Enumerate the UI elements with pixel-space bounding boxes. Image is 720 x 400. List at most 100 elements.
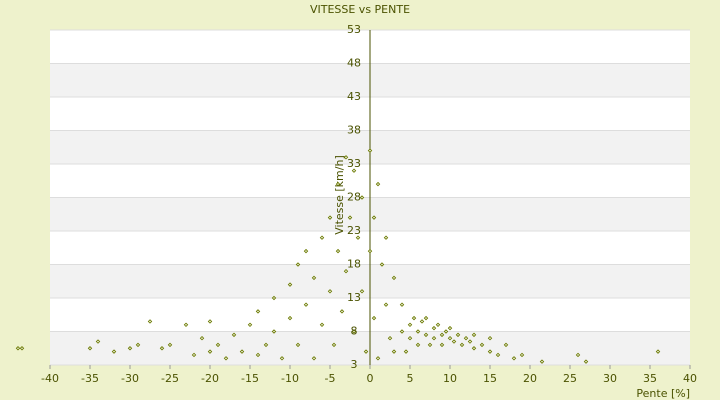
point xyxy=(383,235,389,240)
point xyxy=(343,268,349,274)
point xyxy=(447,325,453,331)
point xyxy=(423,332,429,338)
point xyxy=(355,235,361,240)
point xyxy=(359,195,365,200)
point xyxy=(127,346,133,351)
point xyxy=(479,342,485,348)
x-tick-label: 5 xyxy=(407,372,414,385)
point xyxy=(159,346,165,351)
chart-title: VITESSE vs PENTE xyxy=(310,3,410,16)
x-tick-label: -40 xyxy=(41,372,59,385)
y-tick-label: 43 xyxy=(347,90,361,103)
point xyxy=(399,329,405,334)
x-tick-label: 0 xyxy=(367,372,374,385)
point xyxy=(371,215,377,220)
y-tick-label: 3 xyxy=(351,358,358,371)
point xyxy=(255,309,261,314)
point xyxy=(351,168,357,173)
x-tick-label: -35 xyxy=(81,372,99,385)
y-tick-label: 48 xyxy=(347,57,361,70)
point xyxy=(331,342,337,348)
point xyxy=(407,322,413,328)
point xyxy=(367,248,373,254)
point xyxy=(359,289,365,294)
point xyxy=(539,359,545,364)
point xyxy=(95,339,101,344)
point xyxy=(295,262,301,267)
point xyxy=(183,322,189,328)
x-tick-label: -30 xyxy=(121,372,139,385)
point xyxy=(439,332,445,338)
point xyxy=(327,289,333,294)
y-tick-label: 8 xyxy=(351,325,358,338)
point xyxy=(87,346,93,351)
point xyxy=(403,349,409,354)
point xyxy=(519,352,525,358)
point xyxy=(399,302,405,307)
point xyxy=(287,315,293,321)
point xyxy=(431,335,437,341)
point xyxy=(511,356,517,361)
point xyxy=(319,322,325,328)
point xyxy=(287,282,293,287)
point xyxy=(207,349,213,354)
y-tick-label: 33 xyxy=(347,157,361,170)
point xyxy=(191,352,197,358)
point xyxy=(271,329,277,334)
x-axis-label: Pente [%] xyxy=(636,387,690,400)
point xyxy=(215,342,221,348)
point xyxy=(239,349,245,354)
point xyxy=(135,342,141,348)
point xyxy=(199,335,205,341)
point xyxy=(411,315,417,321)
y-axis-label: Vitesse [km/h] xyxy=(333,155,346,235)
point xyxy=(471,346,477,351)
point xyxy=(339,309,345,314)
point xyxy=(387,335,393,341)
point xyxy=(351,329,357,334)
point xyxy=(223,356,229,361)
y-tick-label: 38 xyxy=(347,124,361,137)
point xyxy=(367,148,373,153)
x-tick-label: 35 xyxy=(643,372,657,385)
point xyxy=(303,248,309,254)
point xyxy=(427,342,433,348)
y-tick-label: 18 xyxy=(347,258,361,271)
point xyxy=(335,181,341,187)
point xyxy=(311,275,317,281)
point xyxy=(655,349,661,354)
x-tick-label: 20 xyxy=(523,372,537,385)
point xyxy=(415,342,421,348)
point xyxy=(419,319,425,324)
point xyxy=(471,332,477,338)
point xyxy=(363,349,369,354)
x-tick-label: -20 xyxy=(201,372,219,385)
x-tick-label: 15 xyxy=(483,372,497,385)
point xyxy=(327,215,333,220)
point xyxy=(443,329,449,334)
point xyxy=(279,356,285,361)
x-tick-label: -15 xyxy=(241,372,259,385)
point xyxy=(447,335,453,341)
point xyxy=(147,319,153,324)
x-tick-label: 40 xyxy=(683,372,697,385)
point xyxy=(15,346,21,351)
point xyxy=(467,339,473,344)
y-tick-label: 23 xyxy=(347,224,361,237)
point xyxy=(347,215,353,220)
point xyxy=(435,322,441,328)
point xyxy=(391,349,397,354)
point xyxy=(167,342,173,348)
point xyxy=(495,352,501,358)
point xyxy=(431,325,437,331)
point xyxy=(439,342,445,348)
point xyxy=(247,322,253,328)
point xyxy=(343,155,349,160)
point xyxy=(375,181,381,187)
point xyxy=(319,235,325,240)
point xyxy=(459,342,465,348)
x-tick-label: -25 xyxy=(161,372,179,385)
point xyxy=(487,335,493,341)
y-tick-label: 28 xyxy=(347,191,361,204)
point xyxy=(303,302,309,307)
